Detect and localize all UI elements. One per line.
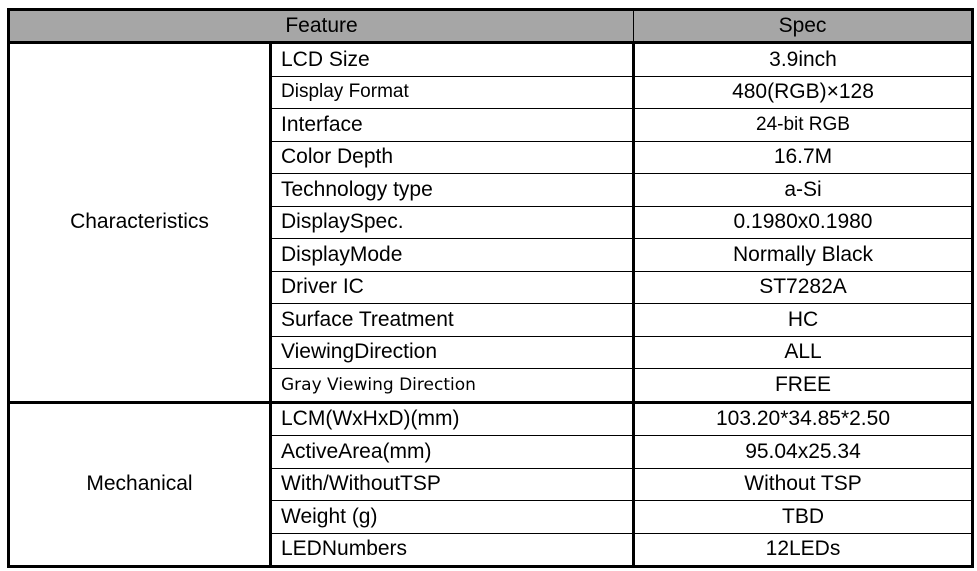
feature-cell: ActiveArea(mm)	[270, 435, 635, 469]
spec-cell: TBD	[633, 500, 973, 534]
spec-cell: 12LEDs	[633, 532, 973, 567]
header-spec: Spec	[633, 9, 973, 44]
spec-cell: Without TSP	[633, 467, 973, 501]
spec-cell: 0.1980x0.1980	[633, 205, 973, 239]
spec-cell: 16.7M	[633, 140, 973, 174]
spec-cell: 103.20*34.85*2.50	[633, 400, 973, 436]
feature-cell: LEDNumbers	[270, 532, 635, 567]
table-row: Color Depth 16.7M	[9, 140, 973, 174]
table-row: LEDNumbers 12LEDs	[9, 532, 973, 567]
table-row: Driver IC ST7282A	[9, 270, 973, 304]
feature-cell: LCM(WxHxD)(mm)	[270, 400, 635, 436]
header-row: Feature Spec	[8, 9, 973, 44]
feature-cell: Color Depth	[270, 140, 635, 174]
table-row: Display Format 480(RGB)×128	[9, 75, 973, 109]
feature-cell: DisplaySpec.	[270, 205, 635, 239]
spec-cell: ST7282A	[633, 270, 973, 304]
table-row: With/WithoutTSP Without TSP	[9, 467, 973, 501]
feature-cell: ViewingDirection	[270, 335, 635, 369]
spec-cell: 24-bit RGB	[633, 108, 973, 142]
spec-table: Feature Spec Characteristics LCD Size 3.9i…	[7, 8, 974, 568]
table-row: Characteristics LCD Size 3.9inch	[8, 42, 973, 403]
spec-cell: Normally Black	[633, 238, 973, 272]
table-row: ActiveArea(mm) 95.04x25.34	[9, 435, 973, 469]
group-characteristics: Characteristics	[8, 42, 272, 403]
table-row: Technology type a-Si	[9, 173, 973, 207]
feature-cell: Display Format	[270, 75, 635, 109]
feature-cell: Weight (g)	[270, 500, 635, 534]
feature-cell: Interface	[270, 108, 635, 142]
feature-cell: Technology type	[270, 173, 635, 207]
table-row: Mechanical LCM(WxHxD)(mm) 103.20*34.85*2.5…	[8, 400, 973, 567]
table-row: Interface 24-bit RGB	[9, 108, 973, 142]
spec-cell: a-Si	[633, 173, 973, 207]
spec-cell: HC	[633, 303, 973, 337]
table-row: Gray Viewing Direction FREE	[9, 368, 973, 403]
table-row: Surface Treatment HC	[9, 303, 973, 337]
spec-cell: ALL	[633, 335, 973, 369]
feature-cell: Surface Treatment	[270, 303, 635, 337]
table-row: DisplaySpec. 0.1980x0.1980	[9, 205, 973, 239]
spec-cell: 95.04x25.34	[633, 435, 973, 469]
feature-cell: DisplayMode	[270, 238, 635, 272]
header-feature: Feature	[8, 9, 634, 44]
table-row: Weight (g) TBD	[9, 500, 973, 534]
feature-cell: Driver IC	[270, 270, 635, 304]
spec-cell: 3.9inch	[633, 42, 973, 77]
feature-cell: LCD Size	[270, 42, 635, 77]
spec-cell: FREE	[633, 368, 973, 403]
table-row: DisplayMode Normally Black	[9, 238, 973, 272]
group-mechanical: Mechanical	[8, 400, 272, 567]
feature-cell: Gray Viewing Direction	[270, 368, 635, 403]
spec-cell: 480(RGB)×128	[633, 75, 973, 109]
table-row: ViewingDirection ALL	[9, 335, 973, 369]
feature-cell: With/WithoutTSP	[270, 467, 635, 501]
